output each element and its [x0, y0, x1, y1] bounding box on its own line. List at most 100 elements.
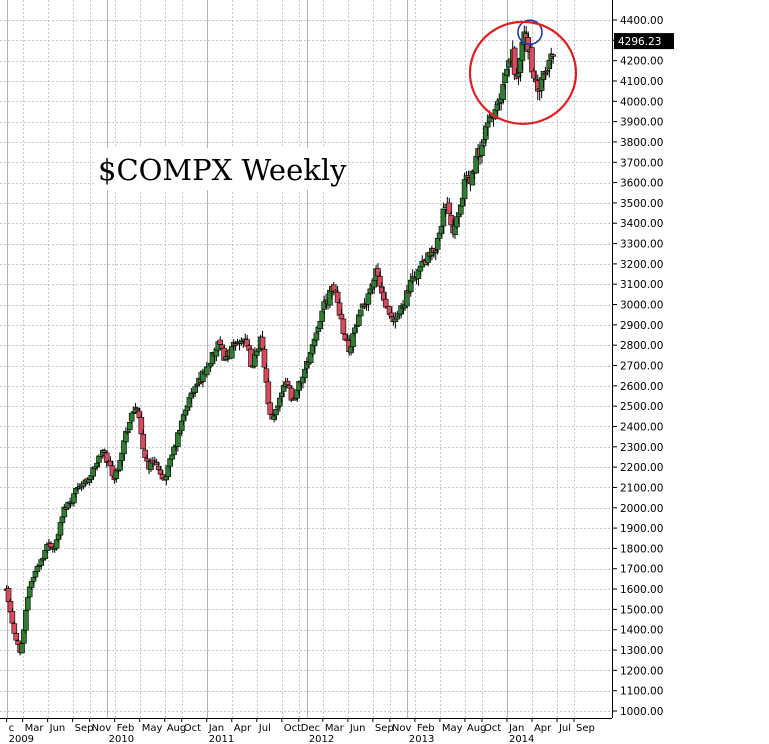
highlight-ellipse [468, 20, 578, 125]
highlight-circle [517, 19, 543, 45]
x-month-label: Jun [49, 723, 66, 734]
candle-body [169, 454, 175, 460]
candle-body [94, 462, 100, 468]
x-month-label: Feb [117, 723, 135, 734]
candle-body [53, 539, 60, 549]
candle [200, 368, 206, 388]
x-month-label: May [442, 723, 463, 734]
candle [479, 141, 485, 164]
candle [9, 607, 16, 627]
y-tick-label: 1800.00 [620, 543, 663, 555]
candle [23, 607, 29, 634]
candle [192, 384, 198, 398]
candle [511, 45, 518, 81]
candle [24, 597, 31, 611]
candle-body [319, 310, 326, 322]
y-tick-label: 1000.00 [620, 706, 663, 718]
x-month-label: Oct [184, 723, 201, 734]
candle [319, 309, 326, 327]
candle [126, 421, 133, 432]
candle-body [140, 433, 147, 450]
candle-body [34, 566, 41, 572]
candle [531, 67, 537, 81]
y-tick-label: 1300.00 [620, 645, 663, 657]
candle [261, 345, 268, 373]
y-tick-label: 1400.00 [620, 625, 663, 637]
candle-body [392, 318, 399, 322]
candle [546, 57, 553, 78]
candle-body [313, 332, 320, 341]
candle-body [371, 280, 377, 288]
candle [228, 345, 235, 360]
candle-body [61, 506, 68, 518]
candle [398, 302, 404, 319]
candle-body [417, 266, 424, 272]
x-month-label: Feb [417, 723, 435, 734]
y-tick-label: 3700.00 [620, 157, 663, 169]
candle-body [101, 450, 108, 453]
y-tick-label: 3600.00 [620, 178, 663, 190]
candle-body [304, 361, 310, 369]
candle [140, 429, 147, 450]
y-tick-label: 3400.00 [620, 218, 663, 230]
y-tick-label: 2100.00 [620, 482, 663, 494]
candle-body [157, 469, 164, 475]
x-month-label: Dec [301, 723, 320, 734]
candle-body [30, 577, 37, 582]
candle-body [479, 144, 485, 157]
candle [357, 309, 364, 317]
candle [365, 291, 372, 312]
candle-body [361, 304, 368, 307]
candle [448, 211, 454, 229]
y-tick-label: 1200.00 [620, 665, 663, 677]
x-year-label: 2012 [309, 734, 334, 744]
candle [542, 66, 549, 81]
candle [125, 429, 131, 436]
x-month-label: Mar [325, 723, 345, 734]
y-tick-label: 2200.00 [620, 462, 663, 474]
y-tick-label: 1100.00 [620, 686, 663, 698]
y-tick-label: 2700.00 [620, 361, 663, 373]
x-month-label: Jul [558, 723, 571, 734]
candle-body [138, 416, 145, 435]
candle-body [23, 610, 29, 631]
y-tick-label: 3800.00 [620, 137, 663, 149]
candle-body [90, 467, 97, 477]
candle-body [388, 312, 395, 317]
y-axis-background [612, 0, 769, 744]
y-tick-label: 2900.00 [620, 320, 663, 332]
x-month-label: Jul [258, 723, 271, 734]
candle-body [48, 543, 54, 548]
x-month-label: Apr [534, 723, 552, 734]
y-tick-label: 1600.00 [620, 584, 663, 596]
x-month-label: Nov [92, 723, 112, 734]
candle-body [13, 633, 20, 641]
candle-body [398, 305, 404, 315]
candle-body [377, 275, 383, 287]
candle-body [128, 412, 135, 422]
candle [350, 332, 356, 352]
x-year-label: 2010 [109, 734, 134, 744]
annotations-group [468, 19, 578, 125]
candle-body [265, 381, 272, 405]
candle-body [217, 339, 224, 345]
candle-body [511, 47, 518, 75]
candle [515, 71, 522, 85]
candle-body [209, 351, 216, 365]
candle [94, 462, 100, 471]
candle-body [228, 346, 235, 359]
candle-body [546, 59, 553, 70]
y-tick-label: 3500.00 [620, 198, 663, 210]
candle-body [500, 84, 506, 100]
last-price-label: 4296.23 [618, 36, 661, 48]
candle [284, 377, 291, 386]
candle-body [334, 291, 341, 303]
candle-body [267, 402, 274, 415]
x-month-label: Aug [167, 723, 187, 734]
y-tick-label: 1700.00 [620, 564, 663, 576]
x-month-label: Apr [234, 723, 252, 734]
candle-body [542, 72, 549, 76]
candle-body [9, 611, 16, 624]
